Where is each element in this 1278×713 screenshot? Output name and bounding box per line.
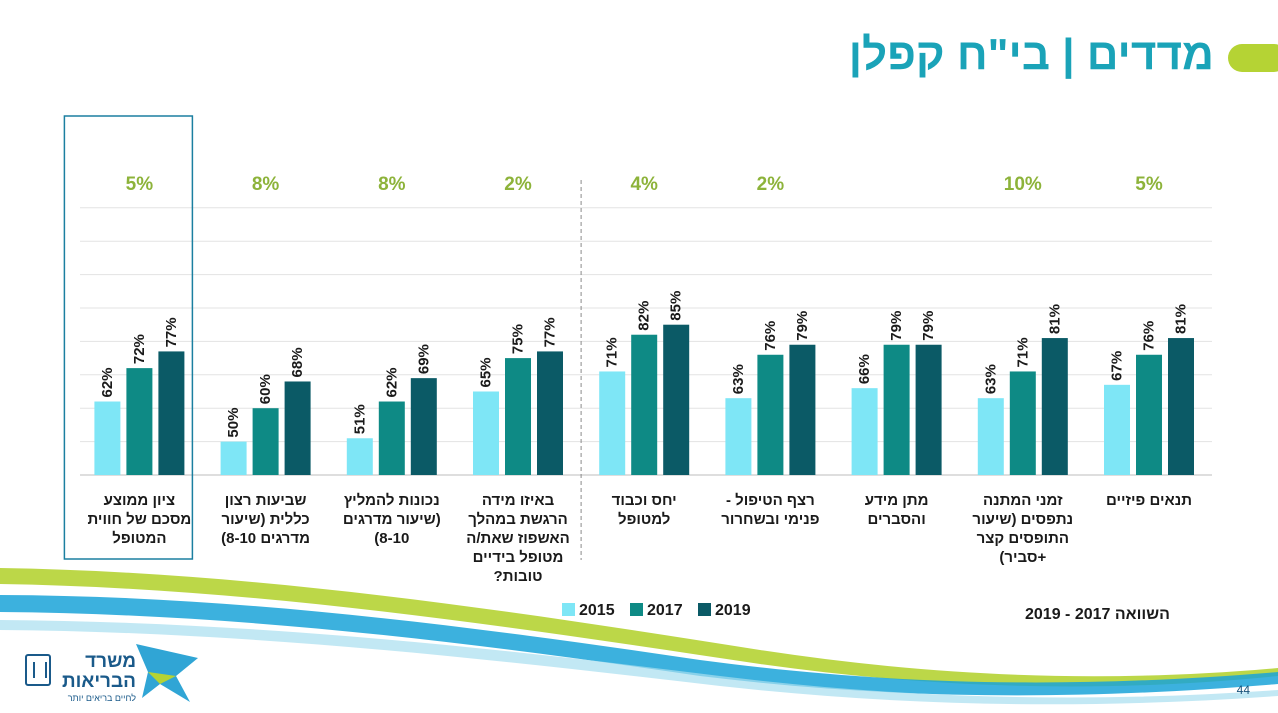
footer-swoosh-lime [0, 568, 1278, 687]
bar [1041, 338, 1068, 475]
category-label: יחס וכבוד למטופל [612, 492, 677, 528]
bar-value-label: 79% [794, 311, 811, 341]
bar [410, 378, 437, 475]
logo-line-1: משרד [85, 651, 136, 672]
bar-value-label: 67% [1109, 351, 1126, 381]
bar [663, 324, 690, 475]
bar [537, 351, 563, 475]
bar [789, 344, 816, 475]
change-label: 4% [630, 174, 658, 195]
ministry-logo: משרד הבריאות לחיים בריאים יותר [56, 652, 136, 703]
comparison-label: השוואה 2017 - 2019 [1025, 606, 1170, 623]
page-number: 44 [1236, 683, 1250, 697]
bar-value-label: 81% [1046, 304, 1063, 334]
bar-value-label: 50% [225, 408, 242, 438]
bar-value-label: 62% [383, 367, 400, 397]
logo-tagline: לחיים בריאים יותר [67, 693, 136, 703]
bar [1009, 371, 1036, 475]
change-label: 2% [504, 174, 532, 195]
logo-star-icon [136, 644, 198, 702]
logo-line-2: הבריאות [61, 671, 136, 692]
bar [1104, 384, 1130, 475]
bar [284, 381, 311, 475]
legend-label: 2017 [647, 602, 683, 619]
bar-value-label: 81% [1173, 304, 1190, 334]
bar-value-label: 71% [1014, 337, 1031, 367]
category-label: באיזו מידה הרגשת במהלך האשפוז שאת/ה מטופל ב… [466, 492, 569, 585]
category-label: זמני המתנה נתפסים (שיעור התופסים קצר +סביר) [972, 492, 1073, 566]
bar-value-label: 82% [636, 301, 653, 331]
bar-value-label: 63% [982, 364, 999, 394]
category-label: מתן מידע והסברים [865, 492, 929, 528]
bar [851, 388, 878, 475]
bar-value-label: 76% [762, 321, 779, 351]
bar [757, 354, 784, 475]
bar [158, 351, 185, 475]
legend-swatch [630, 603, 643, 616]
bar [505, 358, 531, 475]
bar-value-label: 65% [478, 357, 495, 387]
legend-swatch [562, 603, 575, 616]
bar [220, 441, 247, 475]
change-label: 5% [1135, 174, 1163, 195]
bar [631, 334, 658, 475]
category-label: שביעות רצון כללית (שיעור מדרגים 8-10) [221, 492, 310, 547]
bar [915, 344, 942, 475]
bar [883, 344, 910, 475]
change-label: 8% [252, 174, 280, 195]
change-label: 5% [126, 174, 154, 195]
highlight-box [63, 115, 194, 560]
category-label: רצף הטיפול -פנימי ובשחרור [721, 492, 819, 528]
bar [977, 398, 1004, 475]
category-label: נכונות להמליץ (שיעור מדרגים 8-10) [343, 492, 441, 547]
change-label: 8% [378, 174, 406, 195]
bar [126, 368, 153, 475]
bar-value-label: 51% [351, 404, 368, 434]
bar-value-label: 63% [730, 364, 747, 394]
bar-value-label: 72% [131, 334, 148, 364]
bar-value-label: 85% [668, 291, 685, 321]
footer-swoosh-blue [0, 595, 1278, 696]
bar-value-label: 68% [289, 347, 306, 377]
bar [599, 371, 626, 475]
category-label: תנאים פיזיים [1106, 492, 1192, 509]
bar-value-label: 76% [1141, 321, 1158, 351]
state-emblem-icon [25, 654, 51, 686]
footer-swoosh-light [0, 620, 1278, 705]
category-label: ציון ממוצע מסכם של חווית המטופל [87, 492, 191, 547]
bar-value-label: 75% [510, 324, 527, 354]
page-title: מדדים | בי"ח קפלן [848, 30, 1214, 79]
legend-label: 2015 [579, 602, 615, 619]
bar-value-label: 66% [856, 354, 873, 384]
bar-value-label: 71% [604, 337, 621, 367]
bar [725, 398, 752, 475]
bar [346, 438, 373, 475]
bar-value-label: 69% [415, 344, 432, 374]
bar [1136, 354, 1162, 475]
change-label: 10% [1004, 174, 1042, 195]
bar [378, 401, 405, 475]
bar [252, 408, 279, 475]
bar-value-label: 60% [257, 374, 274, 404]
bar-value-label: 77% [542, 317, 559, 347]
bar-value-label: 62% [99, 367, 116, 397]
bar [473, 391, 499, 475]
bar-value-label: 79% [888, 311, 905, 341]
legend-label: 2019 [715, 602, 751, 619]
change-label: 2% [757, 174, 785, 195]
title-accent-bar [1228, 44, 1278, 72]
bar [1168, 338, 1194, 475]
bar-value-label: 77% [163, 317, 180, 347]
bar-value-label: 79% [920, 311, 937, 341]
bar [94, 401, 121, 475]
legend-swatch [698, 603, 711, 616]
